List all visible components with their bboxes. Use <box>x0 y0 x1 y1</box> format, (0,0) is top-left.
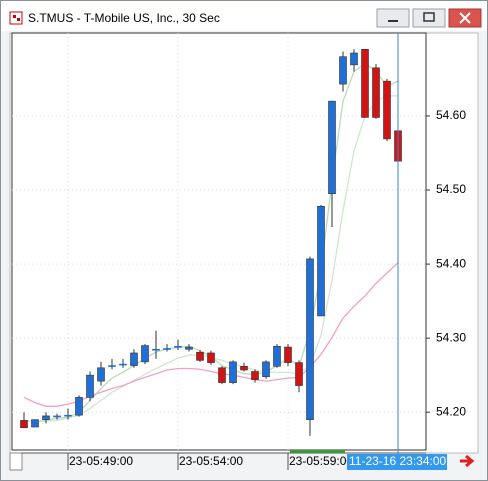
candle-body <box>207 352 215 363</box>
session-bar <box>290 450 345 453</box>
candle-body <box>317 206 325 317</box>
candle-body <box>218 367 226 383</box>
y-tick-label: 54.30 <box>436 330 466 344</box>
candle-body <box>119 363 127 366</box>
candle-body <box>75 397 83 416</box>
x-tick-label: 23-05:54:00 <box>179 454 243 468</box>
candle-body <box>174 346 182 348</box>
candle-body <box>31 419 39 428</box>
candle-body <box>196 351 204 361</box>
candle-body <box>141 345 149 363</box>
y-tick-label: 54.60 <box>436 108 466 122</box>
candle-body <box>383 80 391 140</box>
candle-body <box>53 415 61 418</box>
y-tick-label: 54.50 <box>436 182 466 196</box>
candle-body <box>273 346 281 367</box>
candle-body <box>350 52 358 66</box>
candle-body <box>372 67 380 118</box>
candle-body <box>20 420 28 429</box>
candle-body <box>97 367 105 382</box>
minimize-button[interactable] <box>376 8 410 28</box>
candle-body <box>240 366 248 371</box>
candle-body <box>86 374 94 398</box>
candle-body <box>284 346 292 363</box>
crosshair-label: 11-23-16 23:34:00 <box>349 454 447 468</box>
candle-body <box>108 365 116 367</box>
candle-body <box>163 348 171 350</box>
candle-body <box>306 258 314 420</box>
close-button[interactable] <box>448 8 482 28</box>
candle-body <box>185 346 193 350</box>
app-icon-dot <box>17 18 20 21</box>
candle-body <box>229 361 237 383</box>
axis-corner-box <box>9 452 23 471</box>
candle-body <box>361 48 369 118</box>
candle-body <box>328 100 336 195</box>
candle-body <box>339 56 347 85</box>
app-icon-dot <box>13 15 16 18</box>
candle-body <box>130 352 138 366</box>
window-title: S.TMUS - T-Mobile US, Inc., 30 Sec <box>28 11 220 25</box>
candle-body <box>152 348 160 351</box>
candle-body <box>42 415 50 420</box>
chart-layer: 54.20 54.30 54.40 54.50 54.60 23-05:49:00 23-0… <box>12 33 466 470</box>
candle-body <box>64 414 72 417</box>
x-tick-label: 23-05:59:00 <box>289 454 353 468</box>
candle-body <box>251 371 259 380</box>
candle-body <box>295 362 303 386</box>
scroll-right-arrow[interactable] <box>460 454 475 468</box>
x-tick-label: 23-05:49:00 <box>69 454 133 468</box>
crosshair-label-bg <box>347 454 447 470</box>
candle-body <box>262 361 270 377</box>
y-tick-label: 54.20 <box>436 404 466 418</box>
maximize-button[interactable] <box>412 8 446 28</box>
y-tick-label: 54.40 <box>436 256 466 270</box>
